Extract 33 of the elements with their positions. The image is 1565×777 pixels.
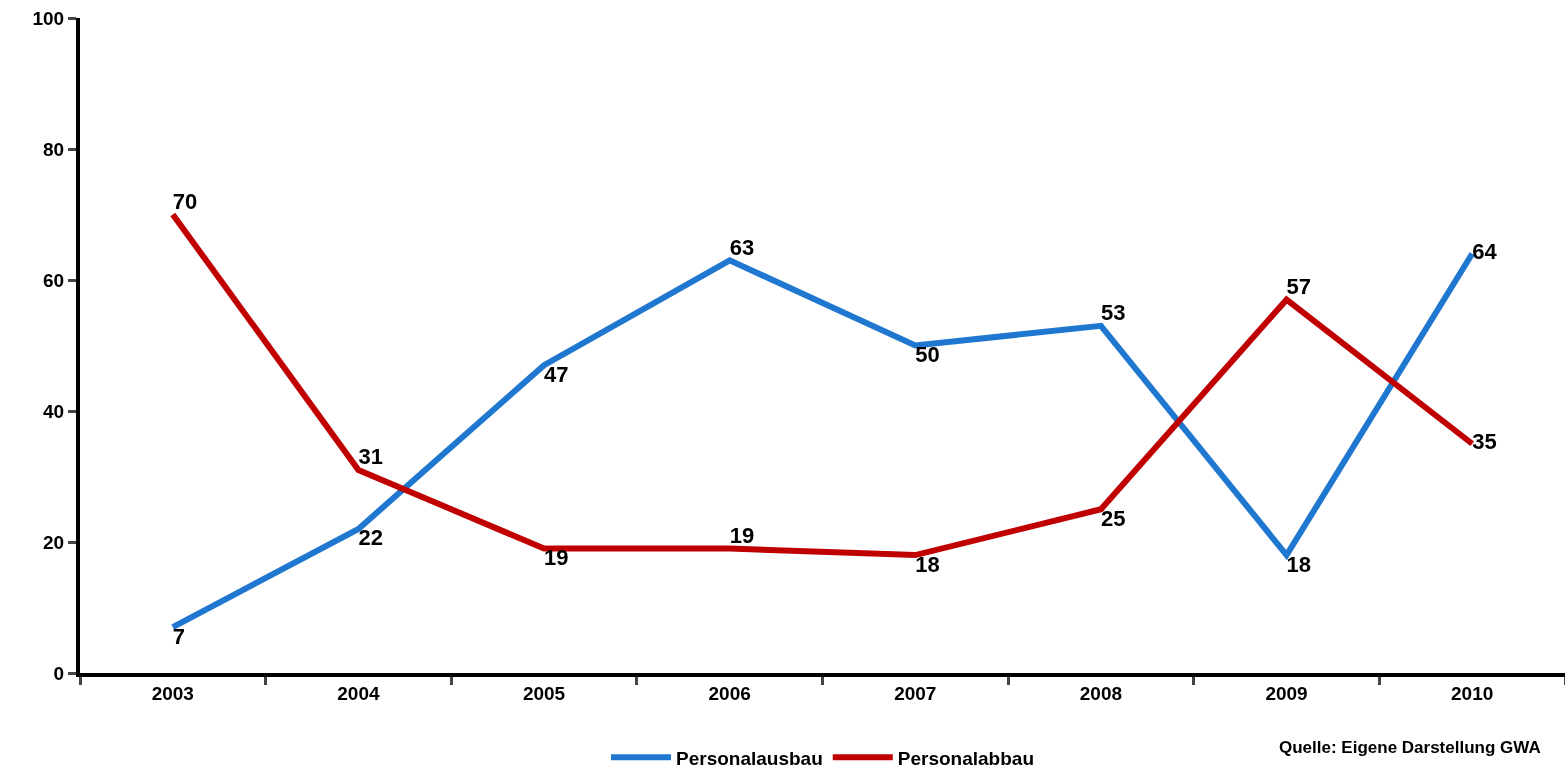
x-tick-label: 2010 [1451, 682, 1494, 704]
data-label: 64 [1472, 239, 1498, 265]
y-tick-label: 0 [53, 662, 65, 684]
data-label: 19 [729, 523, 755, 549]
source-note: Quelle: Eigene Darstellung GWA [1279, 738, 1541, 757]
x-tick-label: 2008 [1079, 682, 1123, 704]
y-tick-label: 20 [43, 531, 65, 553]
data-label: 53 [1100, 300, 1126, 326]
y-tick-label: 40 [43, 400, 65, 422]
data-label: 22 [358, 525, 383, 551]
x-tick-label: 2006 [708, 682, 751, 704]
data-label: 25 [1100, 505, 1126, 531]
y-tick-label: 80 [43, 138, 65, 160]
data-label: 57 [1286, 274, 1312, 300]
x-tick-label: 2004 [337, 682, 380, 704]
legend-label: Personalabbau [897, 747, 1034, 769]
data-label: 50 [915, 342, 940, 367]
x-tick-label: 2009 [1265, 682, 1308, 704]
data-label: 70 [172, 189, 198, 214]
data-label: 35 [1472, 429, 1497, 455]
data-label: 19 [544, 545, 569, 571]
legend-label: Personalausbau [676, 747, 823, 769]
data-label: 31 [358, 444, 383, 470]
data-label: 18 [915, 551, 940, 577]
y-tick-label: 100 [32, 7, 65, 29]
x-tick-label: 2003 [151, 682, 194, 704]
data-label: 47 [544, 361, 569, 387]
data-label: 7 [172, 623, 186, 649]
data-label: 63 [729, 234, 755, 260]
x-tick-label: 2005 [522, 682, 566, 704]
y-tick-label: 60 [43, 269, 65, 291]
data-label: 18 [1286, 551, 1312, 577]
x-tick-label: 2007 [894, 682, 937, 704]
